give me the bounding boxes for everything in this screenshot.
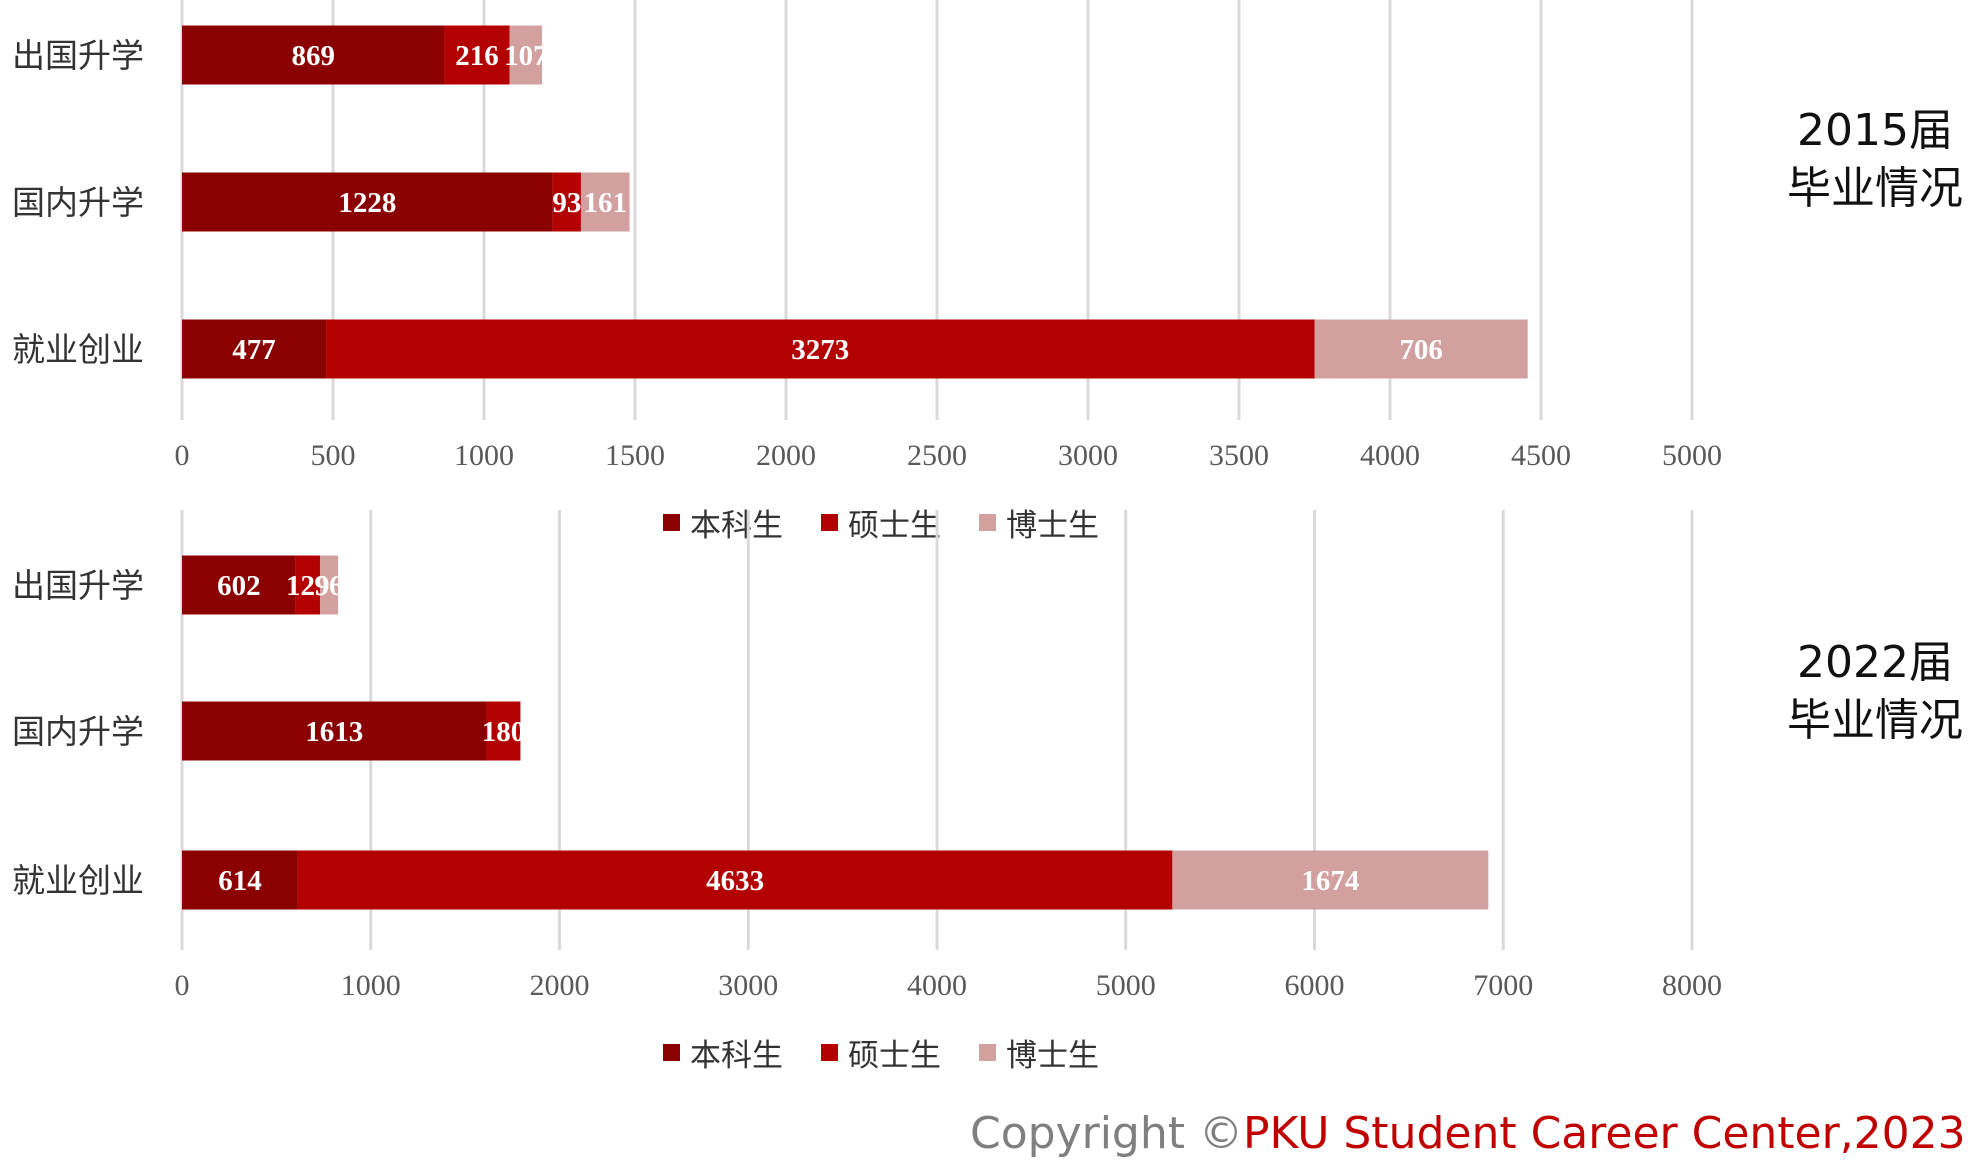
data-label: 3273 (791, 334, 849, 366)
data-label: 1228 (338, 187, 396, 219)
legend-label: 本科生 (690, 1038, 783, 1074)
bar-segment (297, 850, 1173, 910)
legend-label: 本科生 (690, 508, 783, 544)
legend-swatch (821, 1044, 838, 1061)
bar-segment (1314, 319, 1528, 379)
bar-segment (486, 701, 521, 761)
data-label: 706 (1399, 334, 1443, 366)
x-tick-labels: 0 500 1000 1500 2000 2500 3000 3500 4000 4500 5000 (175, 439, 1723, 472)
bar-segment (319, 555, 339, 615)
chart-2015: 0 500 1000 1500 2000 2500 3000 3500 4000 4500 5000… (12, 0, 1963, 544)
bar-series (182, 555, 1489, 910)
bar-segment (182, 555, 296, 615)
legend-swatch (979, 1044, 996, 1061)
bar-segment (182, 25, 445, 85)
x-tick-label: 2000 (756, 439, 816, 472)
copyright-org: PKU Student Career Center,2023 (1242, 1108, 1966, 1159)
bar-segment (182, 701, 487, 761)
bar-segment (580, 172, 630, 232)
x-tick-label: 3500 (1209, 439, 1269, 472)
legend: 本科生 硕士生 博士生 (663, 508, 1099, 544)
legend-label: 硕士生 (848, 508, 941, 544)
x-tick-label: 8000 (1662, 969, 1722, 1002)
legend-swatch (821, 514, 838, 531)
data-label: 614 (218, 865, 262, 897)
category-label: 出国升学 (12, 566, 144, 605)
data-label: 93 (552, 187, 581, 219)
x-tick-label: 4500 (1511, 439, 1571, 472)
legend-label: 博士生 (1006, 508, 1099, 544)
category-label: 就业创业 (12, 330, 144, 369)
category-label: 国内升学 (12, 712, 144, 751)
side-title-line: 毕业情况 (1787, 163, 1963, 214)
bar-segment (182, 319, 327, 379)
data-label: 129 (286, 570, 330, 602)
side-title-line: 毕业情况 (1787, 695, 1963, 746)
bar-segment (509, 25, 542, 85)
x-tick-label: 3000 (718, 969, 778, 1002)
data-label: 107 (504, 40, 548, 72)
x-tick-label: 2500 (907, 439, 967, 472)
legend-label: 硕士生 (848, 1038, 941, 1074)
bar-series (182, 25, 1528, 379)
legend-swatch (663, 1044, 680, 1061)
data-label: 602 (217, 570, 261, 602)
bar-segment (552, 172, 581, 232)
side-title-line: 2015届 (1797, 105, 1953, 156)
x-tick-label: 5000 (1096, 969, 1156, 1002)
bar-segment (182, 850, 298, 910)
data-label: 96 (315, 570, 344, 602)
x-tick-label: 1500 (605, 439, 665, 472)
data-label: 216 (455, 40, 499, 72)
copyright-notice: Copyright ©PKU Student Career Center,202… (970, 1108, 1966, 1159)
data-label: 477 (232, 334, 276, 366)
category-label: 出国升学 (12, 36, 144, 75)
data-label: 161 (584, 187, 628, 219)
copyright-prefix: Copyright © (970, 1108, 1243, 1159)
legend-label: 博士生 (1006, 1038, 1099, 1074)
category-label: 就业创业 (12, 861, 144, 900)
x-tick-label: 4000 (907, 969, 967, 1002)
data-label: 4633 (706, 865, 764, 897)
data-label: 1613 (305, 716, 363, 748)
x-tick-label: 7000 (1473, 969, 1533, 1002)
data-label: 180 (482, 716, 526, 748)
x-tick-label: 4000 (1360, 439, 1420, 472)
data-label: 1674 (1301, 865, 1359, 897)
x-tick-label: 0 (175, 439, 190, 472)
legend: 本科生 硕士生 博士生 (663, 1038, 1099, 1074)
x-tick-label: 2000 (530, 969, 590, 1002)
bar-segment (326, 319, 1315, 379)
legend-swatch (663, 514, 680, 531)
x-tick-label: 6000 (1285, 969, 1345, 1002)
data-labels: 869 216 107 1228 93 161 477 3273 706 (232, 40, 1443, 366)
category-label: 国内升学 (12, 183, 144, 222)
x-tick-labels: 0 1000 2000 3000 4000 5000 6000 7000 8000 (175, 969, 1723, 1002)
x-tick-label: 5000 (1662, 439, 1722, 472)
legend-swatch (979, 514, 996, 531)
bar-segment (295, 555, 320, 615)
x-tick-label: 3000 (1058, 439, 1118, 472)
side-title-line: 2022届 (1797, 637, 1953, 688)
x-tick-label: 1000 (454, 439, 514, 472)
bar-segment (182, 172, 553, 232)
bar-segment (1172, 850, 1489, 910)
x-tick-label: 500 (311, 439, 356, 472)
x-tick-label: 1000 (341, 969, 401, 1002)
data-label: 869 (291, 40, 335, 72)
chart-2022: 0 1000 2000 3000 4000 5000 6000 7000 8000 出国升学国内升… (12, 510, 1963, 1074)
x-tick-label: 0 (175, 969, 190, 1002)
bar-segment (444, 25, 510, 85)
